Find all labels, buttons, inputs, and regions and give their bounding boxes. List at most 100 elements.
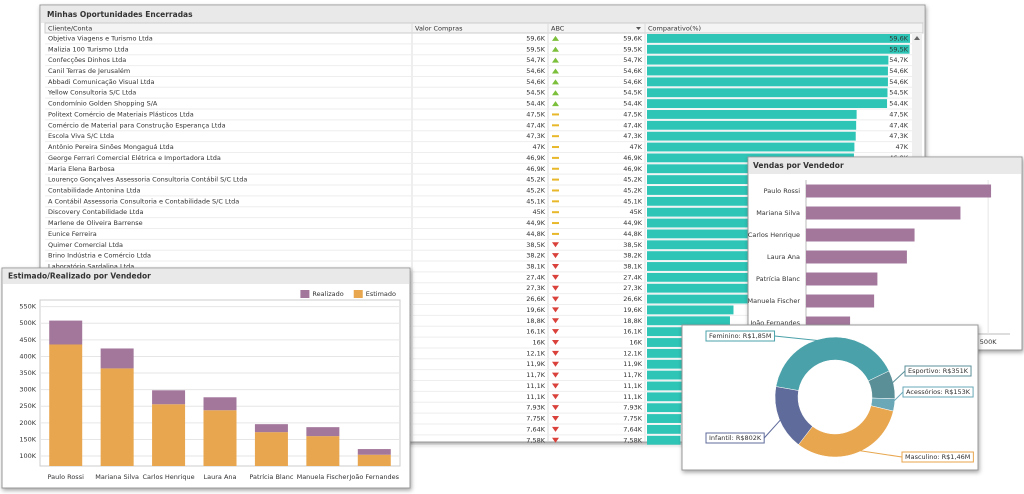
purchase-value: 54,5K [526,89,545,97]
legend-label: Realizado [312,290,343,298]
chart-window: Vendas por Vendedor 500K Paulo Rossi Maria… [747,156,1023,351]
column-header[interactable]: Cliente/Conta [48,25,92,33]
comparative-bar [647,424,681,434]
purchase-value: 54,6K [526,78,545,86]
comparative-bar [647,99,888,109]
client-name: Discovery Contabilidade Ltda [48,208,143,216]
comparative-bar [647,142,855,152]
abc-value: 59,5K [623,45,642,53]
comparative-value: 54,6K [889,67,908,75]
donut-slice [774,386,813,445]
bar-segment [357,454,391,466]
abc-icon [552,189,559,192]
y-tick-label: 350K [19,369,36,377]
client-name: Confecções Dinhos Ltda [48,56,126,64]
comparative-bar [647,392,696,402]
purchase-value: 54,7K [526,56,545,64]
client-name: Marlene de Oliveira Barrense [48,219,143,227]
purchase-value: 16K [532,339,545,347]
abc-icon [552,383,559,389]
legend-swatch [353,290,363,298]
bar-segment [152,404,186,466]
abc-icon [552,113,559,116]
comparative-bar [647,435,681,445]
bar-segment [100,348,134,369]
comparative-value: 54,4K [889,100,908,108]
comparative-bar [647,283,768,293]
abc-value: 27,4K [623,273,642,281]
abc-icon [552,79,559,85]
abc-icon [552,263,559,269]
comparative-bar [647,403,682,413]
leader-line [853,449,903,458]
x-tick-label: Mariana Silva [95,473,139,481]
bar-segment [152,390,186,405]
comparative-value: 54,5K [889,89,908,97]
abc-icon [552,57,559,63]
abc-value: 47,3K [623,132,642,140]
bar [806,272,878,286]
abc-icon [552,350,559,356]
purchase-value: 54,4K [526,100,545,108]
bar-segment [254,424,288,433]
comparative-bar [647,77,888,87]
abc-value: 46,9K [623,154,642,162]
abc-icon [552,124,559,127]
column-header[interactable]: Comparativo(%) [648,25,701,33]
abc-value: 44,8K [623,230,642,238]
abc-value: 47,4K [623,121,642,129]
abc-value: 27,3K [623,284,642,292]
legend-label: Estimado [366,290,396,298]
abc-icon [552,167,559,170]
client-name: A Contábil Assessoria Consultoria e Cont… [48,197,239,205]
abc-icon [552,307,559,313]
abc-value: 11,1K [623,393,642,401]
comparative-bar [647,88,888,98]
column-header[interactable]: Valor Compras [415,25,463,33]
abc-value: 38,1K [623,262,642,270]
comparative-bar [647,110,857,119]
purchase-value: 11,9K [526,360,545,368]
abc-icon [552,318,559,324]
y-tick-label: 450K [19,336,36,344]
x-tick-label: Patrícia Blanc [249,473,293,481]
abc-icon [552,340,559,346]
dropdown-arrow[interactable] [636,27,641,30]
comparative-bar [647,294,765,304]
abc-icon [552,200,559,203]
abc-icon [552,416,559,422]
client-name: Comércio de Material para Construção Esp… [48,121,226,129]
comparative-value: 54,6K [889,78,908,86]
abc-icon [552,101,559,107]
slice-label: Acessórios: R$153K [906,388,971,396]
abc-value: 45,1K [623,197,642,205]
abc-icon [552,35,559,41]
comparative-bar [647,272,768,282]
comparative-value: 47,4K [889,121,908,129]
comparative-bar [647,34,910,43]
abc-value: 59,6K [623,34,642,42]
purchase-value: 7,75K [526,415,545,423]
column-header[interactable]: ABC [551,25,565,33]
abc-value: 54,5K [623,89,642,97]
scroll-up[interactable] [914,36,920,40]
abc-value: 54,7K [623,56,642,64]
purchase-value: 11,7K [526,371,545,379]
x-tick-label: Laura Ana [204,473,237,481]
abc-value: 26,6K [623,295,642,303]
purchase-value: 47,4K [526,121,545,129]
client-name: Lourenço Gonçalves Assessoria Consultori… [48,176,247,184]
comparative-bar [647,348,701,358]
legend-swatch [300,290,310,298]
client-name: Brino Indústria e Comércio Ltda [48,252,151,260]
abc-icon [552,405,559,411]
x-tick-label: Carlos Henrique [142,473,194,481]
x-tick-label: Manuela Fischer [297,473,350,481]
comparative-bar [647,120,857,130]
x-tick-label: João Fernandes [348,473,399,481]
abc-value: 11,1K [623,382,642,390]
comparative-value: 47K [895,143,908,151]
comparative-bar [647,305,734,315]
purchase-value: 59,6K [526,34,545,42]
abc-value: 47K [629,143,642,151]
